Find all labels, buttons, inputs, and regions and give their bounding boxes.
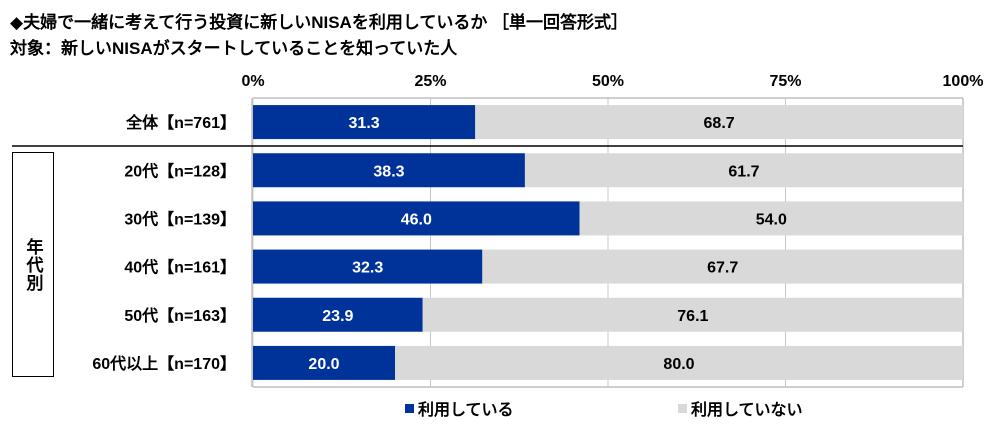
data-label: 76.1 [677, 308, 708, 325]
data-label: 23.9 [322, 308, 353, 325]
category-label: 全体【n=761】 [125, 113, 236, 132]
bar-using [253, 249, 483, 284]
category-label: 30代【n=139】 [124, 209, 236, 228]
data-label: 32.3 [352, 260, 383, 277]
bar-not-using [395, 345, 963, 380]
legend-swatch [405, 404, 414, 413]
category-label: 40代【n=161】 [124, 258, 236, 277]
legend-label: 利用していない [691, 400, 803, 419]
data-label: 31.3 [349, 115, 380, 132]
x-tick-label: 0% [241, 73, 264, 90]
group-box [12, 152, 54, 377]
data-label: 54.0 [756, 211, 787, 228]
bar-not-using [579, 201, 963, 236]
bar-not-using [524, 153, 963, 188]
chart-title: ◆夫婦で一緒に考えて行う投資に新しいNISAを利用しているか ［単一回答形式］ [10, 13, 629, 32]
x-tick-label: 25% [414, 73, 446, 90]
chart-subtitle: 対象：新しいNISAがスタートしていることを知っていた人 [10, 39, 458, 58]
bar-using [253, 153, 525, 188]
x-tick-label: 50% [592, 73, 624, 90]
data-label: 67.7 [707, 260, 738, 277]
category-label: 50代【n=163】 [124, 306, 236, 325]
bar-using [253, 201, 580, 236]
data-label: 68.7 [704, 115, 735, 132]
bar-not-using [422, 297, 963, 332]
data-label: 46.0 [401, 211, 432, 228]
data-label: 80.0 [663, 356, 694, 373]
data-label: 38.3 [373, 163, 404, 180]
group-label-box: 年代別 [12, 152, 54, 377]
bar-using [253, 105, 476, 140]
x-tick-label: 75% [769, 73, 801, 90]
bar-not-using [475, 105, 963, 140]
bar-not-using [482, 249, 963, 284]
bar-using [253, 345, 395, 380]
group-label: 年代別 [23, 237, 43, 292]
category-label: 20代【n=128】 [124, 161, 236, 180]
legend-label: 利用している [418, 400, 514, 419]
bar-using [253, 297, 423, 332]
data-label: 61.7 [728, 163, 759, 180]
category-label: 60代以上【n=170】 [92, 354, 236, 373]
x-tick-label: 100% [943, 73, 984, 90]
legend-swatch [678, 404, 687, 413]
data-label: 20.0 [308, 356, 339, 373]
